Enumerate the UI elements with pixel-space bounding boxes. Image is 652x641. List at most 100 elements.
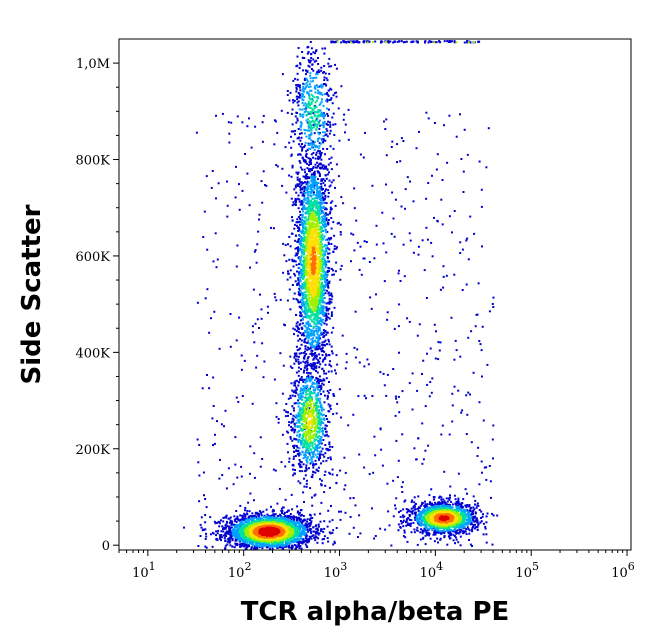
event-dot: [428, 534, 430, 537]
event-dot: [314, 493, 317, 496]
event-dot: [325, 231, 328, 234]
event-dot: [305, 183, 308, 186]
event-dot: [256, 243, 259, 246]
event-dot: [224, 539, 227, 542]
event-dot: [325, 459, 328, 462]
event-dot: [246, 539, 249, 542]
event-dot: [322, 430, 325, 432]
event-dot: [253, 541, 256, 544]
event-dot: [327, 301, 330, 304]
event-dot: [320, 212, 323, 215]
event-dot: [240, 475, 243, 478]
event-dot: [322, 358, 325, 361]
event-dot: [477, 40, 480, 43]
event-dot: [298, 198, 301, 201]
event-dot: [288, 174, 291, 177]
event-dot: [470, 521, 473, 524]
event-dot: [482, 522, 485, 525]
event-dot: [274, 469, 277, 472]
event-dot: [307, 339, 310, 342]
event-dot: [464, 488, 467, 491]
event-dot: [229, 345, 232, 348]
event-dot: [413, 508, 416, 511]
event-dot: [259, 512, 262, 515]
event-dot: [239, 533, 242, 536]
event-dot: [366, 40, 369, 43]
event-dot: [430, 391, 433, 394]
event-dot: [324, 153, 326, 156]
event-dot: [392, 515, 395, 518]
event-dot: [254, 544, 257, 547]
event-dot: [246, 538, 249, 540]
event-dot: [314, 352, 317, 354]
event-dot: [321, 406, 324, 409]
event-dot: [330, 505, 332, 507]
event-dot: [409, 180, 411, 183]
event-dot: [315, 76, 318, 79]
event-dot: [319, 209, 322, 212]
event-dot: [335, 246, 338, 249]
event-dot: [323, 259, 326, 262]
event-dot: [311, 376, 314, 379]
event-dot: [328, 443, 331, 446]
event-dot: [422, 536, 425, 539]
event-dot: [307, 332, 309, 335]
event-dot: [312, 526, 315, 529]
event-dot: [416, 41, 419, 44]
event-dot: [316, 377, 319, 380]
event-dot: [332, 543, 335, 546]
event-dot: [321, 333, 324, 336]
event-dot: [322, 124, 325, 127]
event-dot: [411, 372, 414, 375]
event-dot: [310, 365, 313, 367]
event-dot: [324, 444, 327, 446]
event-dot: [318, 454, 321, 457]
event-dot: [315, 370, 317, 372]
event-dot: [303, 110, 306, 113]
event-dot: [317, 359, 320, 362]
event-dot: [270, 545, 273, 548]
event-dot: [368, 261, 371, 263]
event-dot: [318, 152, 321, 155]
event-dot: [239, 521, 242, 524]
event-dot: [323, 296, 326, 299]
event-dot: [218, 536, 221, 539]
event-dot: [460, 502, 463, 505]
event-dot: [330, 350, 333, 353]
event-dot: [312, 152, 315, 154]
event-dot: [448, 529, 450, 532]
event-dot: [314, 363, 316, 365]
event-dot: [289, 269, 292, 272]
event-dot: [298, 418, 300, 421]
event-dot: [439, 341, 442, 344]
event-dot: [301, 222, 304, 224]
event-dot: [471, 528, 473, 531]
event-dot: [421, 517, 423, 520]
event-dot: [290, 425, 293, 428]
event-dot: [328, 185, 331, 188]
event-dot: [330, 168, 333, 171]
event-dot: [365, 241, 368, 243]
event-dot: [421, 523, 424, 526]
event-dot: [345, 361, 348, 364]
event-dot: [358, 453, 361, 456]
event-dot: [203, 528, 206, 531]
event-dot: [404, 499, 407, 502]
event-dot: [425, 504, 428, 507]
event-dot: [447, 497, 450, 500]
event-dot: [298, 271, 301, 274]
event-dot: [354, 356, 357, 359]
event-dot: [435, 508, 438, 511]
event-dot: [240, 465, 243, 468]
event-dot: [315, 200, 318, 203]
event-dot: [313, 357, 316, 360]
event-dot: [325, 306, 328, 309]
event-dot: [297, 239, 300, 242]
event-dot: [317, 523, 320, 526]
event-dot: [289, 91, 292, 94]
event-dot: [310, 175, 313, 178]
event-dot: [319, 404, 322, 407]
event-dot: [317, 537, 320, 540]
event-dot: [307, 51, 310, 54]
event-dot: [419, 531, 422, 534]
